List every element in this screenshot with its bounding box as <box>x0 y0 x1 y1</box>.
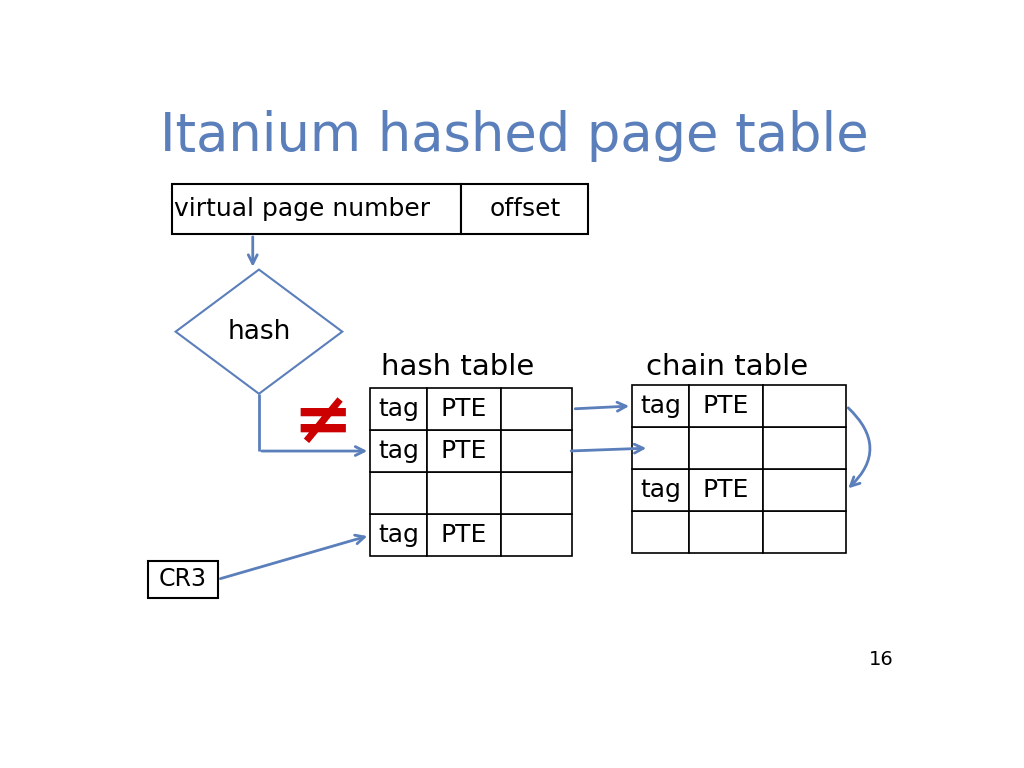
Text: PTE: PTE <box>441 397 487 421</box>
Text: offset: offset <box>489 197 560 221</box>
FancyBboxPatch shape <box>370 430 427 472</box>
Text: tag: tag <box>378 523 419 548</box>
FancyBboxPatch shape <box>689 385 763 427</box>
FancyBboxPatch shape <box>632 511 689 554</box>
Text: tag: tag <box>640 394 681 418</box>
Text: hash table: hash table <box>381 353 534 381</box>
FancyBboxPatch shape <box>370 472 427 515</box>
FancyArrowPatch shape <box>848 408 870 486</box>
Text: PTE: PTE <box>441 523 487 548</box>
FancyBboxPatch shape <box>501 430 572 472</box>
FancyBboxPatch shape <box>632 385 689 427</box>
FancyBboxPatch shape <box>689 469 763 511</box>
Text: hash: hash <box>227 319 291 345</box>
FancyBboxPatch shape <box>370 515 427 556</box>
Text: chain table: chain table <box>646 353 808 381</box>
Text: virtual page number: virtual page number <box>174 197 430 221</box>
FancyBboxPatch shape <box>427 515 501 556</box>
FancyBboxPatch shape <box>689 427 763 469</box>
Text: tag: tag <box>378 439 419 463</box>
Polygon shape <box>176 270 342 394</box>
FancyBboxPatch shape <box>763 427 846 469</box>
FancyBboxPatch shape <box>763 511 846 554</box>
Text: PTE: PTE <box>702 394 750 418</box>
Text: 16: 16 <box>869 650 894 669</box>
FancyBboxPatch shape <box>501 515 572 556</box>
Text: tag: tag <box>378 397 419 421</box>
FancyBboxPatch shape <box>427 430 501 472</box>
Text: ≠: ≠ <box>292 389 352 458</box>
Text: PTE: PTE <box>441 439 487 463</box>
Text: CR3: CR3 <box>159 568 207 591</box>
FancyBboxPatch shape <box>763 469 846 511</box>
FancyBboxPatch shape <box>763 385 846 427</box>
FancyBboxPatch shape <box>370 388 427 430</box>
FancyBboxPatch shape <box>689 511 763 554</box>
FancyBboxPatch shape <box>172 184 461 234</box>
FancyBboxPatch shape <box>501 388 572 430</box>
FancyBboxPatch shape <box>461 184 588 234</box>
FancyBboxPatch shape <box>147 561 218 598</box>
Text: PTE: PTE <box>702 478 750 502</box>
FancyBboxPatch shape <box>427 388 501 430</box>
FancyBboxPatch shape <box>632 427 689 469</box>
FancyBboxPatch shape <box>632 469 689 511</box>
Text: tag: tag <box>640 478 681 502</box>
FancyBboxPatch shape <box>427 472 501 515</box>
Text: Itanium hashed page table: Itanium hashed page table <box>160 110 868 162</box>
FancyBboxPatch shape <box>501 472 572 515</box>
